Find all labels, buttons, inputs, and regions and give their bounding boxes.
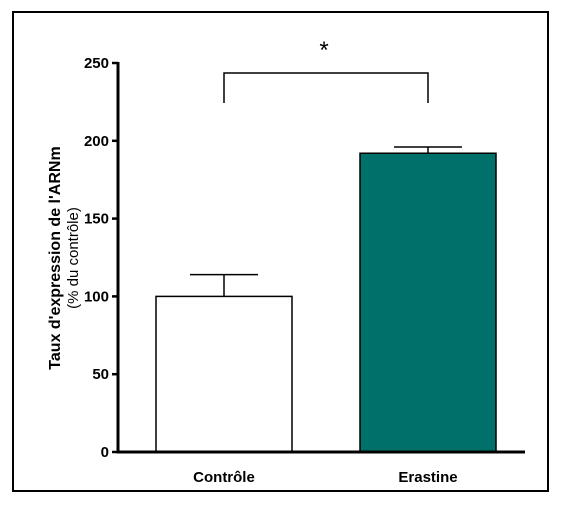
bar-controle <box>155 295 293 453</box>
significance-bracket <box>223 72 429 103</box>
x-axis-labels: Contrôle Erastine <box>193 469 457 486</box>
error-bars <box>190 146 462 297</box>
significance-marker: * <box>319 37 328 64</box>
y-axis-label: Taux d'expression de l'ARNm <box>47 146 64 369</box>
x-category-label: Contrôle <box>193 469 255 486</box>
bar-erastine <box>359 152 497 453</box>
y-axis-sublabel: (% du contrôle) <box>65 207 82 309</box>
y-tick-label: 100 <box>84 288 109 305</box>
y-tick-label: 250 <box>84 55 109 72</box>
y-tick-label: 200 <box>84 133 109 150</box>
x-category-label: Erastine <box>398 469 457 486</box>
y-axis-ticks: 0 50 100 150 200 250 <box>84 55 118 461</box>
y-tick-label: 0 <box>101 444 109 461</box>
y-tick-label: 150 <box>84 211 109 228</box>
bars <box>155 152 497 453</box>
y-tick-label: 50 <box>92 366 109 383</box>
